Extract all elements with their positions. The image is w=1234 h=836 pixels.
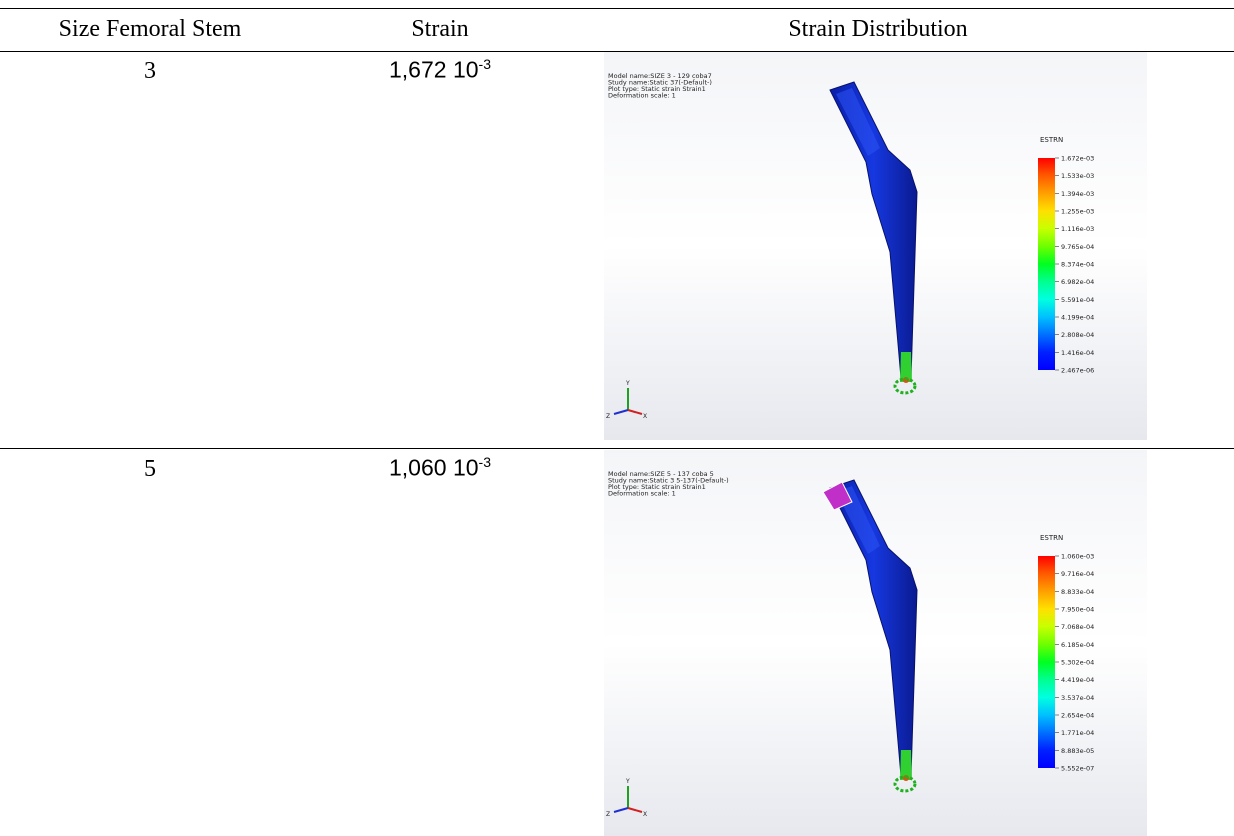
- legend-label: 5.302e-04: [1061, 659, 1094, 667]
- axis-label: X: [643, 413, 647, 420]
- legend-label: 1.672e-03: [1061, 155, 1094, 163]
- axis-label: Y: [625, 380, 630, 387]
- legend-label: 2.654e-04: [1061, 712, 1094, 720]
- row-rule: [0, 448, 1234, 449]
- legend-label: 1.394e-03: [1061, 190, 1094, 198]
- size-cell: 3: [20, 58, 280, 85]
- legend-label: 8.374e-04: [1061, 261, 1094, 269]
- legend-label: 7.068e-04: [1061, 623, 1094, 631]
- legend-label: 9.765e-04: [1061, 243, 1094, 251]
- legend-label: 1.533e-03: [1061, 172, 1094, 180]
- legend-label: 1.771e-04: [1061, 729, 1094, 737]
- strain-mantissa: 1,060 10: [389, 455, 479, 481]
- strain-exponent: -3: [479, 454, 491, 470]
- page: Size Femoral Stem Strain Strain Distribu…: [0, 0, 1234, 836]
- legend-label: 1.416e-04: [1061, 349, 1094, 357]
- plot-info: Deformation scale: 1: [608, 490, 676, 498]
- legend-title: ESTRN: [1040, 534, 1063, 542]
- strain-cell: 1,672 10-3: [340, 56, 540, 84]
- legend-label: 4.419e-04: [1061, 676, 1094, 684]
- strain-exponent: -3: [479, 56, 491, 72]
- size-cell: 5: [20, 456, 280, 483]
- legend-label: 1.060e-03: [1061, 553, 1094, 561]
- header-cell: Strain: [340, 16, 540, 43]
- legend-label: 3.537e-04: [1061, 694, 1094, 702]
- legend-label: 9.716e-04: [1061, 570, 1094, 578]
- legend-label: 2.467e-06: [1061, 367, 1094, 375]
- legend-label: 6.185e-04: [1061, 641, 1094, 649]
- legend-bar: [1038, 158, 1055, 370]
- legend-label: 4.199e-04: [1061, 314, 1094, 322]
- legend-bar: [1038, 556, 1055, 768]
- axis-label: Y: [625, 778, 630, 785]
- legend-label: 6.982e-04: [1061, 278, 1094, 286]
- legend-label: 8.833e-04: [1061, 588, 1094, 596]
- legend-label: 2.808e-04: [1061, 331, 1094, 339]
- strain-cell: 1,060 10-3: [340, 454, 540, 482]
- header-cell: Size Femoral Stem: [20, 16, 280, 43]
- axis-label: X: [643, 811, 647, 818]
- legend-label: 1.116e-03: [1061, 225, 1094, 233]
- legend-label: 8.883e-05: [1061, 747, 1094, 755]
- strain-mantissa: 1,672 10: [389, 57, 479, 83]
- plot-info: Deformation scale: 1: [608, 92, 676, 100]
- legend-label: 5.552e-07: [1061, 765, 1094, 773]
- axis-label: Z: [606, 413, 610, 420]
- legend-label: 5.591e-04: [1061, 296, 1094, 304]
- header-cell: Strain Distribution: [700, 16, 1056, 43]
- axis-label: Z: [606, 811, 610, 818]
- legend-title: ESTRN: [1040, 136, 1063, 144]
- table-top-rule: [0, 8, 1234, 9]
- legend-label: 1.255e-03: [1061, 208, 1094, 216]
- legend-label: 7.950e-04: [1061, 606, 1094, 614]
